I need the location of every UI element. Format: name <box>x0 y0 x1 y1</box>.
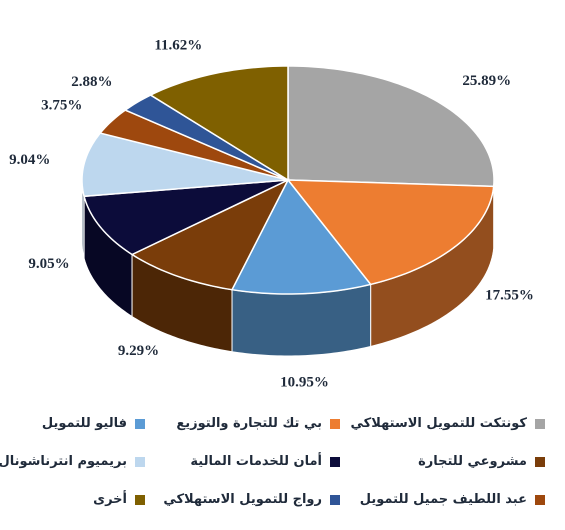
legend-swatch <box>330 456 340 467</box>
pie-top-faces <box>81 65 495 295</box>
data-labels: 25.89% 17.55% 10.95% 9.29% 9.05% 9.04% 3.75% 2.… <box>9 38 534 391</box>
data-label-8: 2.88% <box>71 74 112 90</box>
chart-legend: كونتكت للتمويل الاستهلاكي بي تك للتجارة و… <box>0 412 565 522</box>
legend-label: بريميوم انترناشونال <box>0 454 127 469</box>
data-label-5: 9.05% <box>28 256 69 272</box>
legend-label: كونتكت للتمويل الاستهلاكي <box>350 416 527 431</box>
data-label-4: 9.29% <box>118 343 159 359</box>
legend-swatch <box>135 494 145 505</box>
legend-swatch <box>535 456 545 467</box>
pie-side-walls <box>81 180 495 357</box>
legend-label: رواج للتمويل الاستهلاكي <box>163 492 322 507</box>
legend-swatch <box>135 418 145 429</box>
data-label-9: 11.62% <box>154 38 202 54</box>
legend-item: بي تك للتجارة والتوزيع <box>176 416 340 431</box>
legend-item: مشروعي للتجارة <box>418 454 545 469</box>
legend-item: كونتكت للتمويل الاستهلاكي <box>350 416 545 431</box>
legend-label: أمان للخدمات المالية <box>190 454 322 469</box>
pie-slice-1 <box>287 65 495 188</box>
legend-item: أمان للخدمات المالية <box>190 454 340 469</box>
pie-slice-2 <box>286 179 495 286</box>
data-label-6: 9.04% <box>9 152 50 168</box>
legend-swatch <box>535 418 545 429</box>
legend-swatch <box>535 494 545 505</box>
data-label-7: 3.75% <box>41 98 82 114</box>
pie-slice-7 <box>98 109 289 181</box>
legend-label: فاليو للتمويل <box>41 416 127 431</box>
legend-item: عبد اللطيف جميل للتمويل <box>360 492 545 507</box>
legend-swatch <box>330 494 340 505</box>
pie-slice-6 <box>81 132 289 198</box>
legend-label: مشروعي للتجارة <box>418 454 527 469</box>
pie-slice-3 <box>230 178 372 295</box>
pie-slice-8 <box>123 94 289 181</box>
pie-chart: 25.89% 17.55% 10.95% 9.29% 9.05% 9.04% 3.75% 2.… <box>9 38 534 391</box>
data-label-3: 10.95% <box>280 374 329 390</box>
legend-item: بريميوم انترناشونال <box>0 454 145 469</box>
data-label-1: 25.89% <box>462 73 511 89</box>
legend-label: عبد اللطيف جميل للتمويل <box>359 492 527 507</box>
legend-swatch <box>330 418 340 429</box>
legend-label: بي تك للتجارة والتوزيع <box>176 416 322 431</box>
legend-item: فاليو للتمويل <box>42 416 145 431</box>
legend-item: أخرى <box>93 492 145 507</box>
pie-slice-9 <box>149 65 289 182</box>
legend-item: رواج للتمويل الاستهلاكي <box>163 492 340 507</box>
legend-swatch <box>135 456 145 467</box>
legend-label: أخرى <box>93 492 127 507</box>
pie-slice-side-3 <box>231 283 372 357</box>
data-label-2: 17.55% <box>485 288 534 304</box>
pie-slice-5 <box>83 179 289 256</box>
pie-slice-4 <box>130 178 290 291</box>
